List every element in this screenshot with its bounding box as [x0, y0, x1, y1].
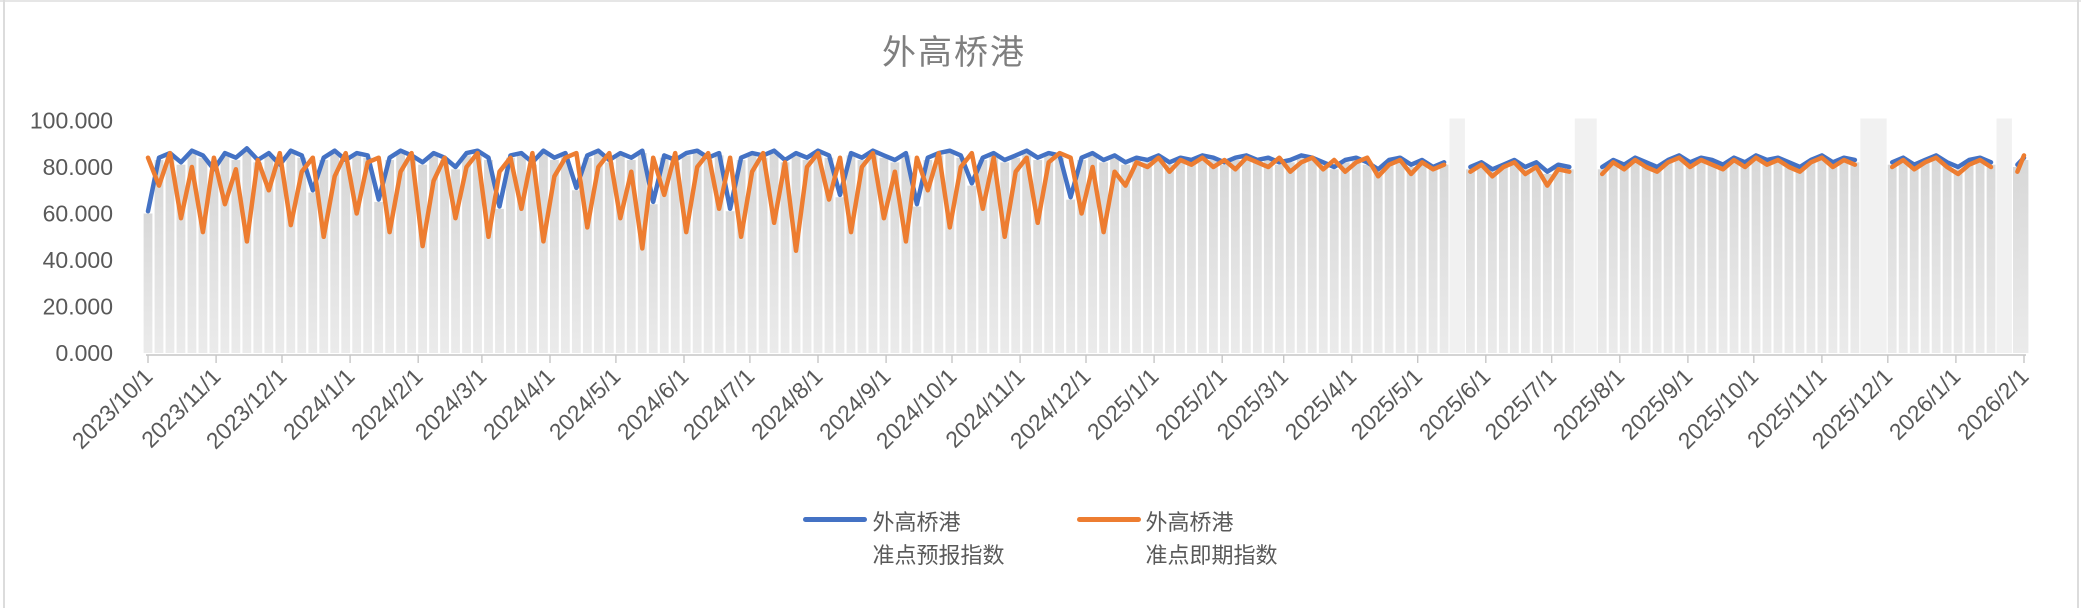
legend-item-spot[interactable]: 外高桥港 准点即期指数: [1076, 506, 1278, 572]
forecast-line-swatch-icon: [803, 517, 868, 522]
x-tick-label: 2025/7/1: [1480, 363, 1562, 445]
window-border-left: [3, 0, 5, 608]
x-tick-label: 2026/2/1: [1952, 363, 2034, 445]
legend-label-spot-line2: 准点即期指数: [1145, 543, 1278, 568]
x-tick-label: 2024/7/1: [678, 363, 760, 445]
series-line-spot[interactable]: [2015, 153, 2027, 174]
x-tick-label: 2025/8/1: [1548, 363, 1630, 445]
legend-label-forecast: 外高桥港 准点预报指数: [872, 506, 1004, 572]
legend-label-forecast-line2: 准点预报指数: [872, 543, 1005, 568]
y-tick-label: 60.000: [43, 201, 113, 227]
chart-title[interactable]: 外高桥港: [882, 34, 1026, 72]
legend-item-forecast[interactable]: 外高桥港 准点预报指数: [803, 506, 1005, 572]
x-axis: [146, 354, 2026, 363]
series-line-spot[interactable]: [1889, 155, 1994, 177]
series-line-spot[interactable]: [1468, 160, 1572, 188]
y-tick-label: 40.000: [43, 247, 113, 273]
x-tick-label: 2024/5/1: [544, 363, 626, 445]
x-tick-label: 2024/4/1: [478, 363, 560, 445]
series-line-spot[interactable]: [145, 150, 1447, 253]
x-tick-label: 2024/6/1: [612, 363, 694, 445]
x-tick-label: 2025/5/1: [1346, 363, 1428, 445]
legend-label-forecast-line1: 外高桥港: [872, 510, 961, 535]
legend-label-spot: 外高桥港 准点即期指数: [1146, 506, 1278, 572]
series-line-forecast[interactable]: [1889, 153, 1994, 170]
legend-label-spot-line1: 外高桥港: [1145, 510, 1234, 535]
spot-line-swatch-icon: [1076, 517, 1141, 522]
y-tick-label: 100.000: [30, 108, 113, 134]
x-tick-label: 2026/1/1: [1884, 363, 1966, 445]
window-border-right: [2077, 0, 2079, 608]
x-tick-label: 2024/3/1: [410, 363, 492, 445]
x-tick-label: 2024/8/1: [746, 363, 828, 445]
y-tick-label: 20.000: [43, 294, 113, 320]
y-tick-label: 80.000: [43, 154, 113, 180]
x-tick-label: 2025/6/1: [1414, 363, 1496, 445]
x-tick-label: 2025/1/1: [1082, 363, 1164, 445]
missing-data-bands: [1449, 118, 2012, 353]
x-tick-label: 2025/4/1: [1280, 363, 1362, 445]
chart-legend: 外高桥港 准点预报指数 外高桥港 准点即期指数: [0, 506, 2081, 572]
series-line-forecast[interactable]: [1468, 157, 1572, 174]
x-tick-label: 2024/1/1: [278, 363, 360, 445]
background-bars: [143, 150, 2029, 353]
y-tick-label: 0.000: [55, 340, 113, 366]
series-line-spot[interactable]: [1599, 155, 1858, 177]
window-border-top: [0, 0, 2081, 2]
